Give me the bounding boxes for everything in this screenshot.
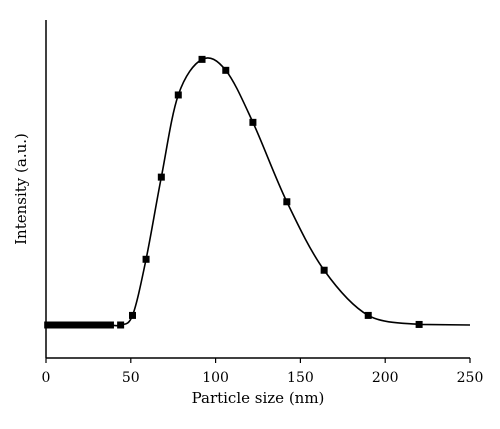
data-point <box>174 91 182 99</box>
curve-layer <box>47 57 471 327</box>
x-tick-label: 150 <box>287 370 314 386</box>
axes <box>45 20 471 363</box>
data-point <box>128 311 136 319</box>
data-point <box>364 311 372 319</box>
data-point <box>249 118 257 126</box>
x-axis-label: Particle size (nm) <box>192 389 325 407</box>
data-point <box>117 321 125 329</box>
data-point <box>415 320 423 328</box>
marker-layer <box>44 55 423 329</box>
x-tick-label: 0 <box>42 370 51 386</box>
data-point <box>106 321 114 329</box>
data-point <box>198 55 206 63</box>
x-tick-label: 250 <box>457 370 484 386</box>
y-axis-label: Intensity (a.u.) <box>12 133 30 245</box>
data-point <box>222 66 230 74</box>
data-point <box>157 173 165 181</box>
data-point <box>320 266 328 274</box>
x-tick-label: 100 <box>202 370 229 386</box>
x-tick-label: 200 <box>372 370 399 386</box>
x-tick-label: 50 <box>122 370 140 386</box>
series-line <box>47 57 471 327</box>
x-tick-labels: 0 50 100 150 200 250 <box>42 370 484 386</box>
data-point <box>283 198 291 206</box>
data-point <box>142 255 150 263</box>
data-point <box>101 321 109 329</box>
